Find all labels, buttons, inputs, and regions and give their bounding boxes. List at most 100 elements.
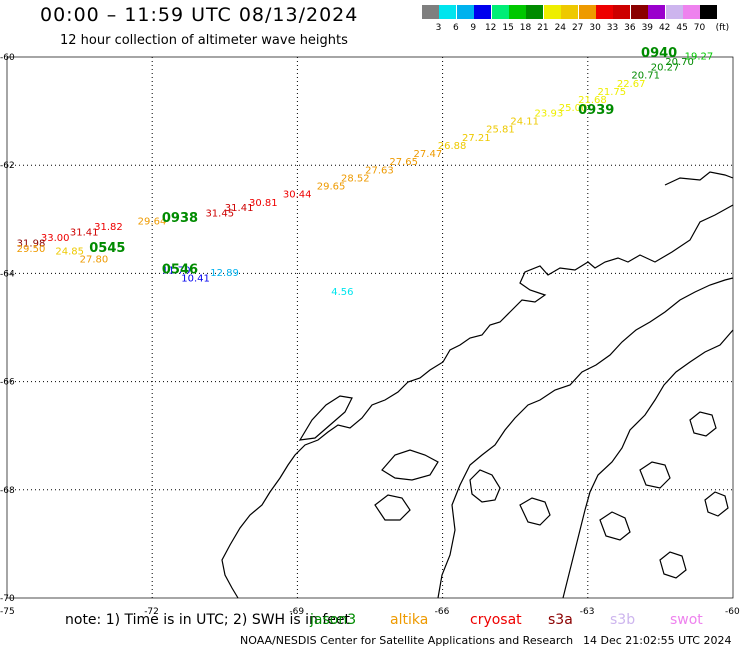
legend-swatch	[648, 5, 666, 19]
legend-label: 33	[606, 23, 619, 33]
legend-swatch	[578, 5, 596, 19]
wave-height-label: 26.88	[438, 141, 467, 152]
legend-swatch	[526, 5, 544, 19]
wave-height-label: 31.98	[17, 238, 46, 249]
legend-label: 6	[453, 23, 459, 33]
wave-height-label: 24.85	[55, 246, 84, 257]
wave-height-label: 30.81	[249, 198, 278, 209]
pass-time-label: 0938	[162, 211, 198, 226]
wave-height-label: 10.41	[181, 274, 210, 285]
satellite-name-s3b: s3b	[610, 612, 636, 628]
wave-height-label: 30.44	[283, 190, 312, 201]
legend-label: 3	[435, 23, 442, 33]
legend-label: 45	[676, 23, 688, 33]
legend-swatch	[665, 5, 683, 19]
wave-height-label: 11.70	[162, 265, 191, 276]
legend-label: 30	[589, 23, 601, 33]
note-text: note: 1) Time is in UTC; 2) SWH is in fe…	[65, 612, 351, 628]
lon-tick-label: -75	[0, 607, 15, 617]
legend-swatch	[596, 5, 613, 19]
legend-label: 36	[624, 23, 636, 33]
legend-unit: (ft)	[715, 23, 730, 33]
wave-height-label: 21.75	[597, 87, 626, 98]
wave-height-label: 27.63	[365, 165, 394, 176]
wave-height-label: 23.93	[535, 109, 564, 120]
coastline	[298, 395, 353, 441]
legend-label: 18	[519, 23, 532, 33]
wave-height-label: 31.82	[94, 222, 123, 233]
coastline	[659, 551, 687, 579]
plot-frame	[6, 56, 734, 599]
satellite-name-swot: swot	[670, 612, 703, 628]
pass-time-label: 0546	[162, 262, 198, 277]
lon-tick-label: -69	[289, 607, 304, 617]
wave-height-label: 19.27	[685, 52, 714, 63]
legend-label: 9	[470, 23, 477, 33]
satellite-name-jason3: jason3	[310, 612, 357, 628]
satellite-name-s3a: s3a	[548, 612, 573, 628]
legend-label: 24	[554, 23, 567, 33]
wave-height-label: 20.70	[665, 57, 694, 68]
wave-height-label: 25.81	[486, 125, 515, 136]
wave-height-label: 4.56	[331, 287, 353, 298]
wave-height-label: 31.41	[70, 228, 99, 239]
lon-tick-label: -66	[435, 607, 450, 617]
legend-swatch	[561, 5, 579, 19]
lat-tick-label: -68	[0, 486, 15, 496]
footer-timestamp: 14 Dec 21:02:55 UTC 2024	[583, 634, 732, 647]
wave-height-label: 20.71	[631, 71, 660, 82]
coastline	[519, 497, 551, 526]
wave-height-label: 24.11	[510, 117, 539, 128]
wave-height-label: 21.68	[578, 95, 607, 106]
map-subtitle: 12 hour collection of altimeter wave hei…	[60, 33, 348, 48]
legend-swatch	[700, 5, 718, 19]
legend-swatch	[456, 5, 474, 19]
satellite-name-cryosat: cryosat	[470, 612, 522, 628]
wave-height-label: 29.64	[138, 217, 167, 228]
legend-swatch	[439, 5, 457, 19]
coastline	[639, 461, 671, 489]
coastline	[562, 329, 734, 599]
coastline	[689, 411, 717, 437]
legend-label: 70	[693, 23, 706, 33]
lon-tick-label: -60	[725, 607, 740, 617]
legend-label: 21	[537, 23, 549, 33]
legend-swatch	[543, 5, 561, 19]
wave-height-label: 22.67	[617, 79, 646, 90]
pass-time-label: 0939	[578, 103, 614, 118]
lon-tick-label: -72	[144, 607, 159, 617]
legend-swatch	[491, 5, 509, 19]
coastline	[469, 469, 501, 503]
wave-height-label: 25.00	[559, 103, 588, 114]
legend-label: 42	[658, 23, 671, 33]
coastline	[437, 277, 734, 599]
lat-tick-label: -70	[0, 594, 15, 604]
coastline	[599, 511, 631, 541]
wave-height-label: 20.27	[651, 63, 680, 74]
legend-label: 39	[641, 23, 654, 33]
legend-swatch	[509, 5, 526, 19]
pass-time-label: 0940	[641, 46, 677, 61]
legend-swatch	[683, 5, 700, 19]
lon-tick-label: -63	[580, 607, 595, 617]
pass-time-label: 0545	[89, 241, 125, 256]
wave-height-label: 29.50	[17, 244, 46, 255]
lat-tick-label: -66	[0, 378, 15, 388]
coastline	[374, 494, 411, 521]
legend-label: 15	[502, 23, 514, 33]
legend-swatch	[422, 5, 439, 19]
wave-height-label: 27.80	[80, 255, 109, 266]
coastline	[221, 204, 734, 599]
footer-org: NOAA/NESDIS Center for Satellite Applica…	[240, 634, 574, 647]
wave-height-label: 33.00	[41, 233, 70, 244]
legend-swatch	[630, 5, 648, 19]
wave-height-label: 12.89	[210, 268, 239, 279]
legend-swatch	[613, 5, 631, 19]
wave-height-label: 27.47	[414, 149, 443, 160]
lat-tick-label: -64	[0, 269, 15, 279]
map-title: 00:00 – 11:59 UTC 08/13/2024	[40, 4, 359, 26]
legend-swatch	[474, 5, 492, 19]
wave-height-label: 31.41	[225, 203, 254, 214]
coastline	[704, 491, 729, 517]
